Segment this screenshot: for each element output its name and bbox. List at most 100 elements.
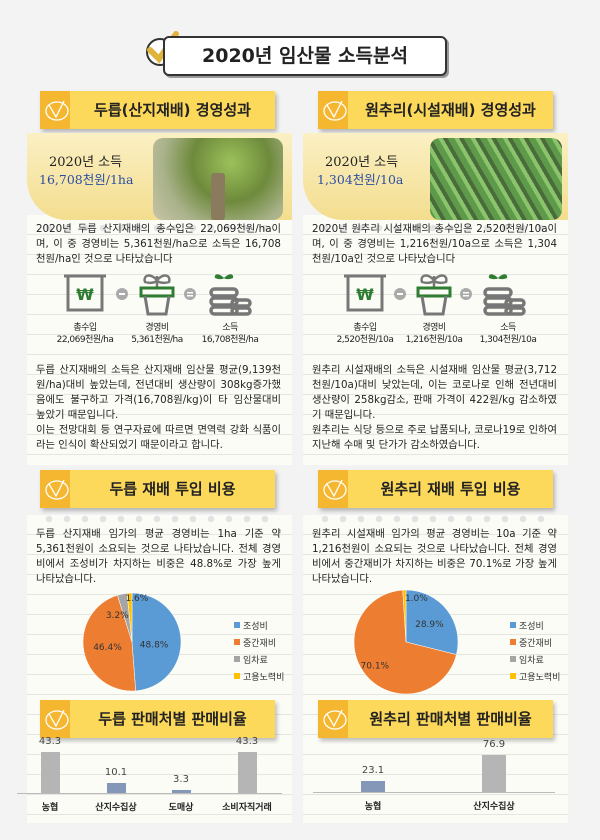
bar-산지수집상 (106, 783, 126, 793)
svg-text:₩: ₩ (356, 285, 374, 304)
bar-category-label: 산지수집상 (95, 803, 137, 813)
revenue-box-icon: ₩ (64, 274, 106, 312)
check-circle-icon (45, 100, 69, 121)
legend-label: 고용노력비 (519, 671, 560, 683)
check-circle-icon (45, 479, 69, 500)
pie-data-label: 48.8% (140, 640, 169, 650)
income-label: 2020년 소득 (325, 155, 399, 170)
left-equation-icons: ₩ (60, 270, 260, 318)
pie-data-label: 70.1% (361, 661, 390, 671)
legend-label: 조성비 (243, 621, 268, 632)
legend-swatch (234, 656, 240, 662)
section-header-right-sales: 원추리 판매처별 판매비율 (318, 700, 553, 738)
header-text: 두릅 판매처별 판매비율 (98, 710, 247, 728)
right-summary-text: 2020년 원추리 시설재배의 총수입은 2,520천원/10a이며, 이 중 … (312, 223, 557, 265)
plant-pot-icon (139, 274, 175, 316)
bar-도매상 (171, 789, 191, 793)
legend-swatch (234, 622, 240, 628)
bar-category-label: 도매상 (168, 803, 194, 813)
page-title: 2020년 임산물 소득분석 (163, 36, 447, 76)
pie-data-label: 46.4% (93, 643, 122, 653)
daylily-photo (430, 138, 562, 220)
pie-data-label: 1.0% (405, 594, 428, 604)
section-header-left-sales: 두릅 판매처별 판매비율 (40, 700, 275, 738)
bar-value-label: 3.3 (173, 773, 189, 785)
pie-slice-조성비 (131, 592, 182, 692)
section-header-left-cost: 두릅 재배 투입 비용 (40, 470, 275, 508)
header-text: 원추리(시설재배) 경영성과 (365, 101, 536, 119)
pie-slice-중간재비 (353, 589, 457, 695)
legend-label: 임차료 (243, 654, 268, 666)
equals-icon (184, 288, 196, 300)
bar-농협 (40, 752, 60, 793)
legend-swatch (510, 622, 516, 628)
income-label: 2020년 소득 (49, 155, 123, 170)
legend-swatch (234, 639, 240, 645)
legend-label: 고용노력비 (243, 671, 284, 683)
icon-label-revenue: 총수입 22,069천원/ha (56, 323, 114, 345)
income-value: 1,304천원/10a (317, 172, 404, 187)
bar-category-label: 산지수집상 (473, 802, 515, 812)
pie-slice-중간재비 (82, 594, 136, 692)
left-summary-text: 2020년 두릅 산지재배의 총수입은 22,069천원/ha이며, 이 중 경… (36, 223, 281, 265)
svg-text:₩: ₩ (76, 285, 94, 304)
pie-data-label: 3.2% (106, 611, 129, 621)
legend-swatch (234, 673, 240, 679)
pie-slice-고용노력비 (402, 589, 407, 643)
equals-icon (460, 288, 472, 300)
notebook-rings (316, 515, 556, 523)
legend-swatch (510, 639, 516, 645)
check-circle-icon (323, 479, 347, 500)
bar-value-label: 43.3 (235, 736, 259, 747)
legend-label: 조성비 (519, 621, 544, 632)
bar-value-label: 76.9 (482, 739, 506, 750)
header-text: 두릅(산지재배) 경영성과 (94, 101, 251, 119)
check-circle-icon (323, 100, 347, 121)
plant-pot-icon (416, 274, 452, 316)
left-income-note: 2020년 소득 16,708천원/1ha (27, 133, 292, 220)
left-detail-text: 두릅 산지재배의 소득은 산지재배 임산물 평균(9,139천원/ha)대비 높… (36, 364, 281, 451)
bar-농협 (361, 780, 385, 792)
pie-slice-고용노력비 (126, 592, 133, 643)
right-equation-icons: ₩ (340, 270, 540, 318)
icon-label-income: 소득 1,304천원/10a (479, 323, 537, 345)
revenue-box-icon: ₩ (344, 274, 386, 312)
legend-label: 중간재비 (243, 638, 276, 649)
fatsia-sprout-photo (153, 138, 283, 220)
right-detail-text: 원추리 시설재배의 소득은 시설재배 임산물 평균(3,712천원/10a)대비… (312, 364, 557, 451)
icon-label-cost: 경영비 1,216천원/10a (405, 323, 463, 345)
icon-label-revenue: 총수입 2,520천원/10a (336, 323, 394, 345)
section-header-left-performance: 두릅(산지재배) 경영성과 (40, 91, 275, 129)
bar-value-label: 43.3 (38, 736, 62, 747)
minus-icon (394, 288, 406, 300)
header-text: 두릅 재배 투입 비용 (109, 480, 236, 498)
legend-label: 임차료 (519, 654, 544, 666)
notebook-rings (40, 515, 280, 523)
bar-value-label: 10.1 (104, 767, 128, 779)
bar-category-label: 소비자직거래 (222, 803, 272, 813)
coins-sprout-icon (483, 274, 526, 316)
x-axis-line (313, 792, 555, 793)
income-value: 16,708천원/1ha (39, 172, 134, 187)
coins-sprout-icon (209, 274, 252, 316)
right-performance-panel (303, 215, 568, 465)
section-header-right-cost: 원추리 재배 투입 비용 (318, 470, 553, 508)
bar-value-label: 23.1 (361, 764, 385, 776)
legend-swatch (510, 673, 516, 679)
x-axis-line (17, 793, 282, 794)
minus-icon (116, 288, 128, 300)
right-cost-text: 원추리 시설재배 임가의 평균 경영비는 10a 기준 약 1,216천원이 소… (312, 528, 557, 585)
left-performance-panel (27, 215, 292, 465)
bar-소비자직거래 (237, 752, 257, 793)
pie-slice-조성비 (405, 589, 459, 655)
notebook-rings (316, 224, 556, 232)
header-text: 원추리 판매처별 판매비율 (369, 710, 532, 728)
pie-data-label: 28.9% (415, 620, 444, 630)
left-cost-text: 두릅 산지재배 임가의 평균 경영비는 1ha 기준 약 5,361천원이 소요… (36, 528, 281, 585)
right-income-note: 2020년 소득 1,304천원/10a (303, 133, 568, 220)
pie-data-label: 1.6% (125, 594, 148, 604)
notebook-rings (40, 224, 280, 232)
icon-label-income: 소득 16,708천원/ha (201, 323, 259, 345)
header-text: 원추리 재배 투입 비용 (380, 480, 521, 498)
